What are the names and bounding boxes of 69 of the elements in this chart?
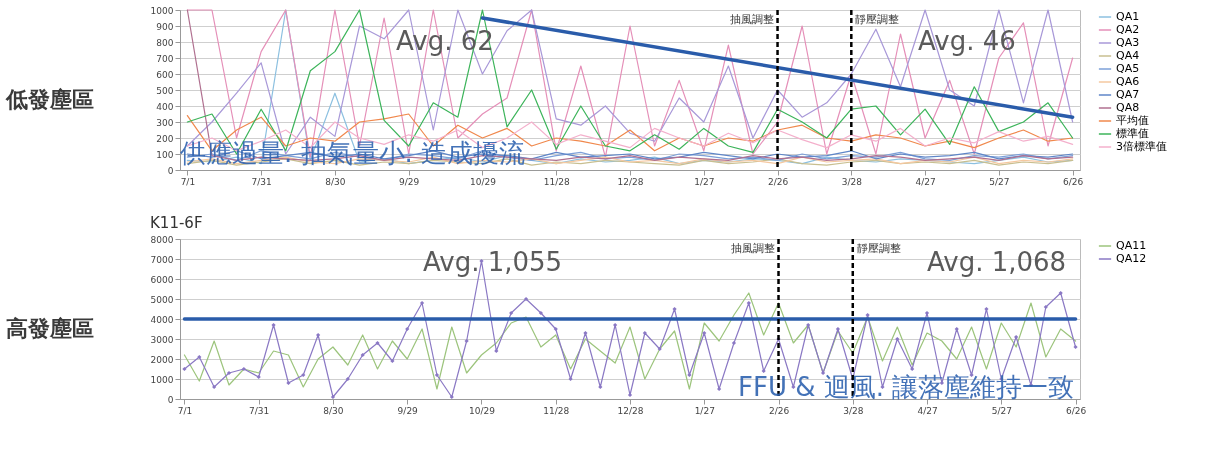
- x-tick-label: 2/26: [768, 405, 790, 416]
- x-tick-label: 7/31: [249, 405, 270, 416]
- y-tick-label: 2000: [150, 354, 174, 365]
- ref-line-label: 靜壓調整: [856, 242, 901, 255]
- y-tick-label: 700: [156, 53, 174, 64]
- y-tick-label: 900: [156, 21, 174, 32]
- y-tick-label: 300: [156, 117, 174, 128]
- y-tick-label: 1000: [150, 5, 174, 16]
- x-tick-label: 3/28: [843, 405, 864, 416]
- legend-label: QA6: [1116, 75, 1140, 88]
- x-tick-label: 12/28: [617, 176, 644, 187]
- x-tick-label: 5/27: [991, 405, 1012, 416]
- x-tick-label: 8/30: [323, 405, 344, 416]
- y-tick-label: 3000: [150, 334, 174, 345]
- x-tick-label: 3/28: [841, 176, 863, 187]
- legend-label: QA2: [1116, 23, 1140, 36]
- x-tick-label: 10/29: [469, 176, 497, 187]
- legend-label: QA12: [1116, 252, 1147, 265]
- x-tick-label: 1/27: [694, 405, 715, 416]
- y-tick-label: 600: [156, 69, 174, 80]
- x-tick-label: 9/29: [397, 405, 419, 416]
- annotation: Avg. 1,055: [423, 247, 563, 277]
- legend-label: 標準值: [1116, 127, 1149, 140]
- y-tick-label: 200: [156, 133, 174, 144]
- x-tick-label: 7/1: [180, 176, 196, 187]
- legend-label: 3倍標準值: [1116, 140, 1167, 153]
- y-tick-label: 0: [167, 394, 174, 405]
- x-tick-label: 11/28: [543, 405, 570, 416]
- x-tick-label: 6/26: [1063, 176, 1084, 187]
- x-tick-label: 1/27: [694, 176, 715, 187]
- y-tick-label: 800: [156, 37, 174, 48]
- y-tick-label: 500: [156, 85, 174, 96]
- x-tick-label: 9/29: [399, 176, 420, 187]
- y-tick-label: 1000: [150, 374, 174, 385]
- annotation: Avg. 1,068: [927, 247, 1067, 277]
- y-tick-label: 4000: [150, 314, 174, 325]
- legend-label: QA11: [1116, 239, 1147, 252]
- x-tick-label: 10/29: [469, 405, 496, 416]
- y-tick-label: 6000: [150, 274, 174, 285]
- y-tick-label: 400: [156, 101, 174, 112]
- x-tick-label: 2/26: [767, 176, 789, 187]
- x-tick-label: 6/26: [1065, 405, 1087, 416]
- legend-label: QA5: [1116, 62, 1140, 75]
- y-tick-label: 0: [167, 165, 174, 176]
- y-tick-label: 100: [156, 149, 174, 160]
- x-tick-label: 11/28: [543, 176, 570, 187]
- x-tick-label: 8/30: [325, 176, 346, 187]
- legend-label: 平均值: [1116, 114, 1149, 127]
- x-tick-label: 4/27: [915, 176, 936, 187]
- chart-subtitle: K11-6F: [150, 214, 203, 232]
- y-tick-label: 5000: [150, 294, 174, 305]
- annotation: FFU & 迴風. 讓落塵維持一致: [738, 371, 1075, 402]
- text: 高發塵區: [6, 316, 94, 341]
- x-tick-label: 5/27: [989, 176, 1010, 187]
- x-tick-label: 12/28: [617, 405, 644, 416]
- legend-label: QA1: [1116, 10, 1140, 23]
- x-tick-label: 4/27: [917, 405, 938, 416]
- x-tick-label: 7/1: [177, 405, 193, 416]
- legend-label: QA4: [1116, 49, 1140, 62]
- y-tick-label: 8000: [150, 234, 174, 245]
- legend-label: QA3: [1116, 36, 1140, 49]
- ref-line-label: 抽風調整: [730, 242, 775, 255]
- x-tick-label: 7/31: [251, 176, 272, 187]
- ref-line-label: 靜壓調整: [855, 13, 900, 26]
- y-tick-label: 7000: [150, 254, 174, 265]
- legend-label: QA7: [1116, 88, 1140, 101]
- ref-line-label: 抽風調整: [729, 13, 774, 26]
- text: 低發塵區: [5, 87, 95, 112]
- legend-label: QA8: [1116, 101, 1140, 114]
